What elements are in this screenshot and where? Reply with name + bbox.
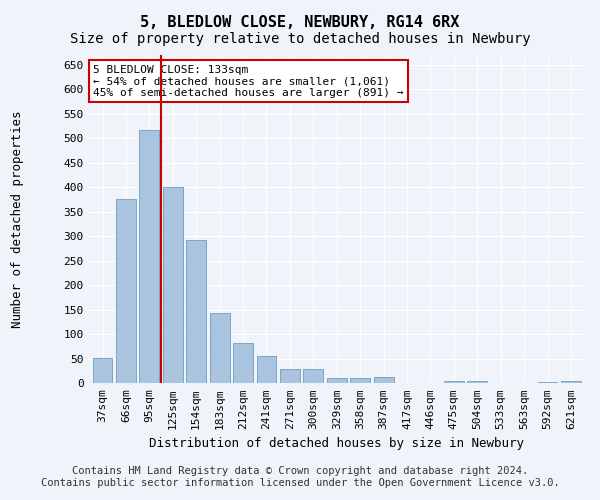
Bar — [444, 381, 464, 384]
Text: Contains HM Land Registry data © Crown copyright and database right 2024.
Contai: Contains HM Land Registry data © Crown c… — [41, 466, 559, 487]
Bar — [233, 343, 253, 384]
Bar — [257, 356, 277, 384]
Bar — [467, 382, 487, 384]
Bar — [92, 358, 112, 384]
Bar — [209, 313, 230, 384]
Bar — [538, 382, 557, 384]
Bar — [327, 378, 347, 384]
Bar — [163, 187, 183, 384]
Text: Size of property relative to detached houses in Newbury: Size of property relative to detached ho… — [70, 32, 530, 46]
Bar — [561, 382, 581, 384]
Bar — [186, 240, 206, 384]
Bar — [116, 198, 136, 384]
X-axis label: Distribution of detached houses by size in Newbury: Distribution of detached houses by size … — [149, 437, 524, 450]
Text: 5 BLEDLOW CLOSE: 133sqm
← 54% of detached houses are smaller (1,061)
45% of semi: 5 BLEDLOW CLOSE: 133sqm ← 54% of detache… — [94, 65, 404, 98]
Bar — [350, 378, 370, 384]
Bar — [139, 130, 160, 384]
Bar — [280, 369, 300, 384]
Bar — [374, 378, 394, 384]
Bar — [304, 369, 323, 384]
Text: 5, BLEDLOW CLOSE, NEWBURY, RG14 6RX: 5, BLEDLOW CLOSE, NEWBURY, RG14 6RX — [140, 15, 460, 30]
Y-axis label: Number of detached properties: Number of detached properties — [11, 110, 24, 328]
